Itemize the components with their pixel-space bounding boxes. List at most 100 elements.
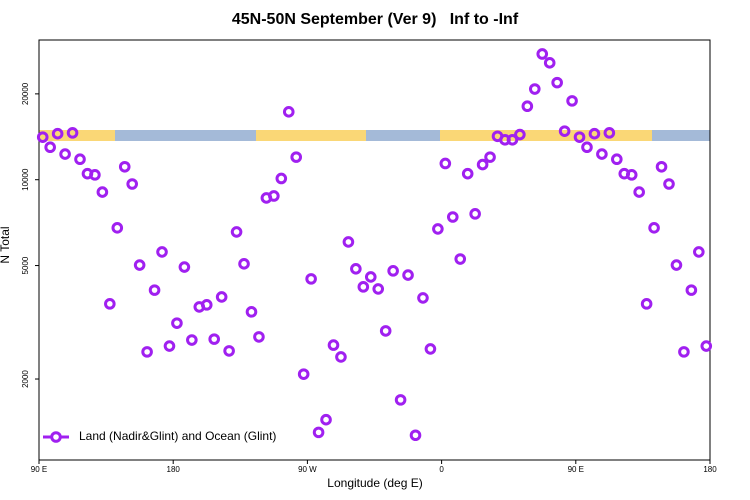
point — [566, 95, 578, 107]
point — [693, 246, 705, 258]
point — [454, 253, 467, 265]
point — [402, 269, 414, 281]
ocean-strip — [652, 130, 710, 141]
point — [439, 157, 452, 170]
point — [36, 131, 49, 143]
point — [357, 281, 370, 293]
point — [528, 83, 541, 95]
point — [678, 346, 690, 358]
y-tick-label: 2000 — [21, 370, 30, 388]
y-tick-label: 10000 — [21, 168, 30, 191]
point — [596, 148, 608, 160]
ocean-strip — [115, 130, 256, 141]
legend-marker — [50, 431, 62, 443]
point — [186, 334, 198, 346]
point — [588, 127, 601, 140]
point — [171, 317, 183, 329]
point — [290, 151, 303, 163]
x-tick-label: 0 — [439, 465, 444, 474]
point — [66, 127, 79, 139]
point — [320, 413, 332, 426]
point — [484, 151, 496, 163]
point — [253, 331, 265, 343]
point — [178, 261, 191, 273]
point — [238, 258, 250, 270]
point — [514, 128, 526, 141]
point — [372, 283, 385, 295]
point — [148, 284, 161, 296]
point — [96, 186, 109, 198]
y-axis-label: N Total — [0, 226, 12, 263]
point — [611, 153, 623, 166]
point — [44, 141, 56, 154]
chart-title: 45N-50N September (Ver 9) Inf to -Inf — [232, 11, 519, 28]
point — [558, 125, 571, 137]
point — [573, 131, 586, 143]
point — [89, 169, 101, 181]
point — [633, 186, 645, 198]
point — [342, 236, 355, 248]
point — [350, 263, 362, 275]
point — [521, 100, 534, 113]
point — [685, 284, 698, 296]
point — [670, 259, 683, 271]
point — [200, 299, 213, 311]
point — [335, 351, 347, 363]
point — [663, 178, 675, 190]
point — [640, 298, 653, 310]
ocean-strip — [366, 130, 440, 141]
point — [223, 345, 235, 357]
plot-frame — [38, 39, 711, 461]
point — [394, 394, 407, 406]
point — [506, 134, 519, 146]
point — [111, 222, 124, 234]
x-tick-label: 180 — [167, 465, 181, 474]
point — [543, 57, 556, 69]
point — [126, 178, 138, 190]
point — [417, 292, 429, 304]
point — [133, 259, 146, 271]
point — [51, 127, 64, 140]
x-tick-label: 90 W — [298, 465, 317, 474]
point — [432, 223, 444, 235]
x-tick-label: 90 E — [568, 465, 584, 474]
legend-label: Land (Nadir&Glint) and Ocean (Glint) — [79, 429, 276, 443]
point — [387, 265, 399, 277]
x-tick-label: 90 E — [31, 465, 47, 474]
point — [469, 208, 481, 220]
point — [648, 222, 660, 234]
point — [409, 429, 422, 442]
point — [551, 76, 563, 89]
point — [700, 340, 713, 352]
point — [327, 339, 340, 351]
point — [446, 211, 459, 223]
point — [59, 148, 71, 160]
point — [230, 226, 243, 238]
point — [245, 306, 258, 318]
point — [424, 343, 437, 355]
x-tick-label: 180 — [703, 465, 717, 474]
point — [603, 127, 616, 139]
point — [476, 158, 489, 171]
point — [74, 153, 86, 166]
point — [268, 190, 280, 202]
land-strip — [256, 130, 366, 141]
point — [312, 426, 325, 439]
point — [275, 172, 288, 185]
point — [141, 346, 153, 358]
point — [655, 160, 668, 173]
point — [581, 141, 593, 154]
y-tick-label: 5000 — [21, 256, 30, 274]
point — [215, 291, 228, 303]
point — [364, 271, 377, 283]
point — [297, 368, 310, 380]
land-strip — [440, 130, 652, 141]
point — [379, 325, 392, 337]
x-axis-label: Longitude (deg E) — [327, 476, 422, 490]
y-tick-label: 20000 — [21, 82, 30, 105]
point — [625, 169, 638, 181]
point — [282, 106, 295, 118]
point — [156, 246, 168, 258]
